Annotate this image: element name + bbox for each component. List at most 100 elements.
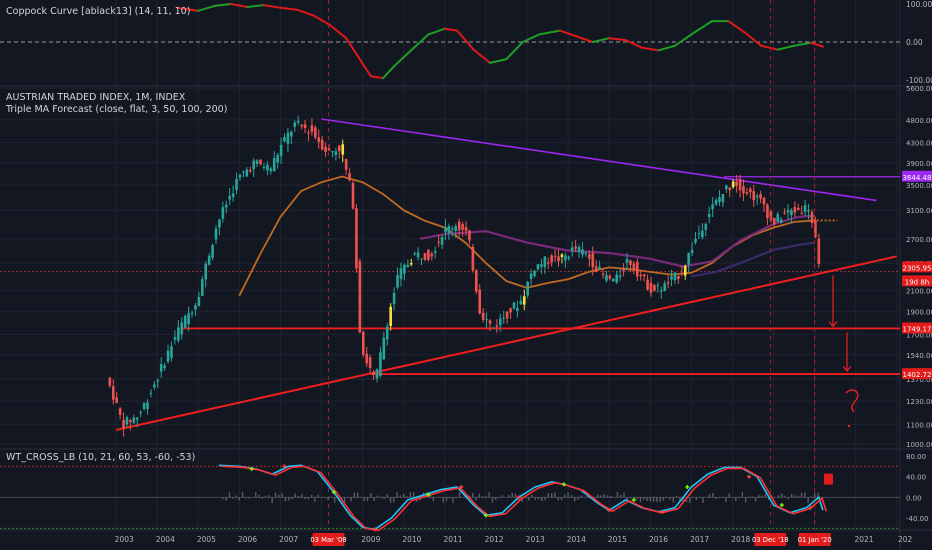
candle-body xyxy=(509,308,512,313)
price-axis-tick: 5600.00 xyxy=(906,85,932,93)
ma-200-line xyxy=(691,241,815,278)
candle-body xyxy=(749,188,752,193)
candle-body xyxy=(361,331,365,355)
time-axis-year: 2004 xyxy=(156,535,175,544)
coppock-axis-tick: 0.00 xyxy=(906,38,923,47)
candle-body xyxy=(656,285,660,287)
candle-body xyxy=(358,261,362,333)
candle-body xyxy=(338,145,341,152)
candle-body xyxy=(697,233,701,235)
candle-body xyxy=(245,169,249,177)
candle-body xyxy=(163,365,166,368)
price-axis-tick: 1900.00 xyxy=(906,308,932,316)
candle-body xyxy=(211,245,214,258)
candle-body xyxy=(180,322,184,335)
candle-body xyxy=(355,208,358,269)
time-axis-year: 2003 xyxy=(115,535,134,544)
candle-body xyxy=(204,263,208,280)
candle-body xyxy=(707,213,711,217)
candle-body xyxy=(286,132,290,144)
coppock-curve-segment xyxy=(793,41,812,47)
coppock-curve-segment xyxy=(776,44,796,51)
candle-body xyxy=(183,315,187,328)
candle-body xyxy=(159,364,163,372)
price-axis-tick: 1000.00 xyxy=(906,441,932,449)
candle-body xyxy=(817,238,821,264)
candle-body xyxy=(779,219,783,224)
candle-body xyxy=(766,204,769,219)
candle-body xyxy=(327,148,331,151)
candle-body xyxy=(577,247,581,252)
candle-body xyxy=(242,171,245,173)
candle-body xyxy=(447,226,451,234)
candle-body xyxy=(540,264,543,267)
candle-body xyxy=(331,151,334,153)
candle-body xyxy=(646,279,649,290)
down-arrow-to-1402-head xyxy=(842,365,852,373)
candle-body xyxy=(529,273,533,280)
coppock-title: Coppock Curve [ablack13] (14, 11, 10) xyxy=(6,6,191,17)
candle-body xyxy=(735,181,738,186)
candle-body xyxy=(635,261,639,277)
wt-axis-tick: 80.00 xyxy=(906,453,926,461)
main-subtitle: Triple MA Forecast (close, flat, 3, 50, … xyxy=(6,104,228,115)
candle-body xyxy=(588,254,591,259)
candle-body xyxy=(296,120,300,123)
candle-body xyxy=(601,273,605,275)
candle-body xyxy=(440,237,444,245)
candle-body xyxy=(272,157,276,172)
candle-body xyxy=(156,380,160,382)
candle-body xyxy=(132,417,136,423)
coppock-curve-segment xyxy=(262,4,282,9)
wt-title: WT_CROSS_LB (10, 21, 60, 53, -60, -53) xyxy=(6,452,196,463)
ascending-support-trendline xyxy=(115,255,898,431)
candle-body xyxy=(683,265,687,276)
coppock-curve-segment xyxy=(591,37,611,43)
candle-body xyxy=(368,357,372,368)
candle-body xyxy=(814,220,817,238)
price-axis-tick: 1100.00 xyxy=(906,421,932,429)
price-label: 19d 8h xyxy=(905,278,929,286)
candle-body xyxy=(341,144,345,155)
candle-body xyxy=(146,402,149,410)
candle-body xyxy=(663,283,666,292)
candle-body xyxy=(372,372,375,375)
candle-body xyxy=(519,300,523,305)
coppock-curve-segment xyxy=(657,44,676,52)
coppock-curve-segment xyxy=(521,33,541,43)
candle-body xyxy=(290,131,293,137)
candle-body xyxy=(485,319,488,321)
coppock-curve-segment xyxy=(328,23,348,40)
time-axis-year: 2009 xyxy=(361,535,380,544)
candle-body xyxy=(170,346,173,358)
candle-body xyxy=(783,212,786,214)
candle-body xyxy=(461,224,464,230)
coppock-curve-segment xyxy=(176,6,200,12)
candle-body xyxy=(420,258,423,260)
price-label-bg xyxy=(902,261,932,273)
candle-body xyxy=(725,185,728,190)
candle-body xyxy=(379,352,382,376)
candle-body xyxy=(389,306,392,327)
time-axis-year: 2012 xyxy=(485,535,504,544)
time-axis-year: 2015 xyxy=(608,535,627,544)
time-axis-year: 2007 xyxy=(279,535,298,544)
coppock-curve-segment xyxy=(505,41,524,61)
coppock-curve-segment xyxy=(443,27,459,32)
candle-body xyxy=(526,281,529,296)
candle-body xyxy=(659,290,663,292)
candle-body xyxy=(396,274,399,288)
candle-body xyxy=(365,353,369,364)
candle-body xyxy=(653,284,656,291)
coppock-curve-segment xyxy=(727,20,746,34)
candle-body xyxy=(772,217,776,225)
candle-body xyxy=(173,337,177,340)
coppock-curve-segment xyxy=(279,6,298,11)
candle-body xyxy=(615,274,619,283)
candle-body xyxy=(248,169,252,172)
price-label: 1402.72 xyxy=(903,371,932,379)
candle-body xyxy=(433,251,437,253)
candle-body xyxy=(320,139,324,150)
